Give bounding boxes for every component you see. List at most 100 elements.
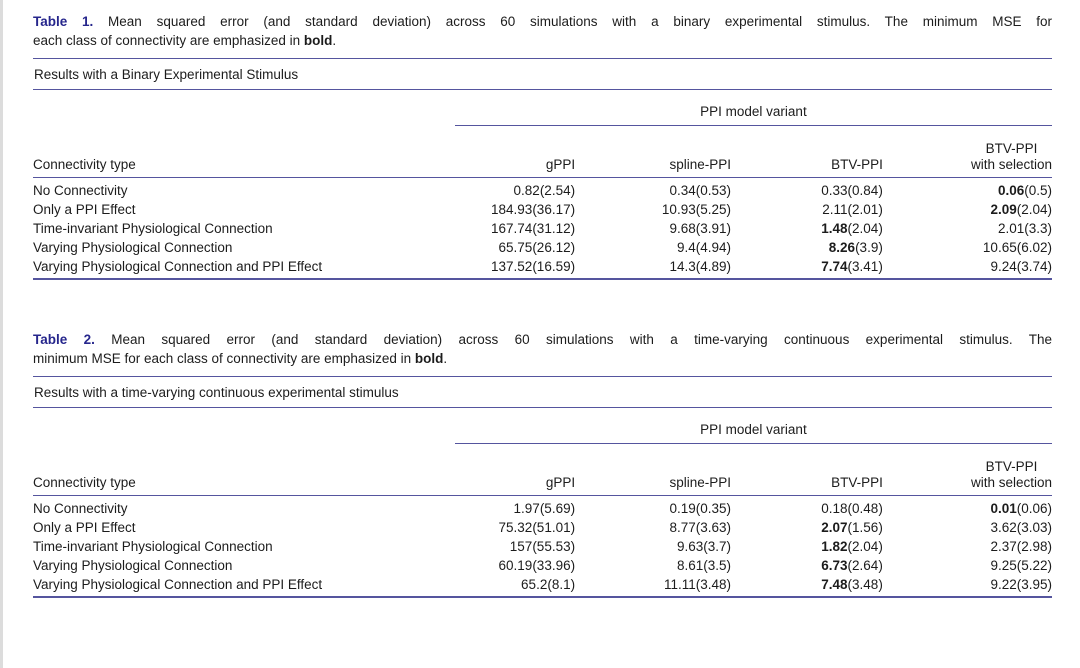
column-header-btv-ppi-with-selection: BTV-PPI with selection xyxy=(882,125,1052,178)
sd-value: (3.74) xyxy=(1016,259,1052,274)
sd-value: (33.96) xyxy=(532,558,576,573)
table-row: Varying Physiological Connection and PPI… xyxy=(33,257,1052,280)
column-header-spline-ppi: spline-PPI xyxy=(575,443,731,496)
sd-value: (3.48) xyxy=(847,577,883,592)
sd-value: (0.06) xyxy=(1016,501,1052,516)
mean-value: 2.11 xyxy=(822,202,848,217)
cell-value: 10.65(6.02) xyxy=(883,238,1052,257)
mean-value: 9.25 xyxy=(990,558,1017,573)
cell-value: 9.68(3.91) xyxy=(575,219,731,238)
mean-value: 9.4 xyxy=(676,240,696,255)
column-header-btv-ppi: BTV-PPI xyxy=(731,125,883,178)
cell-value: 0.01(0.06) xyxy=(883,496,1052,519)
sd-value: (3.48) xyxy=(695,577,731,592)
cell-value: 60.19(33.96) xyxy=(455,556,576,575)
mean-value: 7.48 xyxy=(821,577,848,592)
caption-period: . xyxy=(443,351,448,366)
cell-value: 11.11(3.48) xyxy=(575,575,731,598)
sd-value: (3.3) xyxy=(1024,221,1052,236)
mean-value: 6.73 xyxy=(821,558,848,573)
cell-value: 0.82(2.54) xyxy=(455,178,576,201)
table-1: PPI model variant Connectivity type gPPI… xyxy=(33,90,1052,280)
sd-value: (3.41) xyxy=(847,259,883,274)
column-header-row: Connectivity type gPPI spline-PPI BTV-PP… xyxy=(33,125,1052,178)
caption-line-1: Table 1. Mean squared error (and standar… xyxy=(33,12,1052,31)
caption-text: minimum MSE for each class of connectivi… xyxy=(33,351,415,366)
table-row: Varying Physiological Connection 65.75(26… xyxy=(33,238,1052,257)
cell-value: 2.09(2.04) xyxy=(883,200,1052,219)
mean-value: 9.22 xyxy=(990,577,1017,592)
mean-value: 0.18 xyxy=(821,501,848,516)
table-2-caption: Table 2. Mean squared error (and standar… xyxy=(33,330,1052,377)
table-row: No Connectivity 0.82(2.54) 0.34(0.53) 0.33(… xyxy=(33,178,1052,201)
spanner-header: PPI model variant xyxy=(454,408,1052,444)
sd-value: (31.12) xyxy=(532,221,576,236)
table-row: Varying Physiological Connection and PPI… xyxy=(33,575,1052,598)
table-1-body: No Connectivity 0.82(2.54) 0.34(0.53) 0.33(… xyxy=(33,178,1052,280)
row-label: Only a PPI Effect xyxy=(33,520,136,535)
cell-value: 9.63(3.7) xyxy=(575,537,731,556)
caption-period: . xyxy=(332,33,337,48)
column-header-spline-ppi: spline-PPI xyxy=(575,125,731,178)
sd-value: (5.22) xyxy=(1016,558,1052,573)
sd-value: (3.63) xyxy=(695,520,731,535)
cell-value: 14.3(4.89) xyxy=(575,257,731,280)
table-2-subtitle: Results with a time-varying continuous e… xyxy=(33,377,1052,408)
table-2-section: Table 2. Mean squared error (and standar… xyxy=(33,330,1052,598)
sd-value: (3.95) xyxy=(1016,577,1052,592)
mean-value: 0.33 xyxy=(821,183,848,198)
header-line: BTV-PPI xyxy=(985,459,1038,474)
row-label: Varying Physiological Connection and PPI… xyxy=(33,575,455,598)
table-row: No Connectivity 1.97(5.69) 0.19(0.35) 0.18(… xyxy=(33,496,1052,519)
mean-value: 8.61 xyxy=(676,558,704,573)
cell-value: 7.48(3.48) xyxy=(731,575,883,598)
cell-value: 0.19(0.35) xyxy=(575,496,731,519)
cell-value: 9.4(4.94) xyxy=(575,238,731,257)
table-1-label: Table 1. xyxy=(33,14,94,29)
mean-value: 167.74 xyxy=(491,221,533,236)
cell-value: 65.75(26.12) xyxy=(455,238,576,257)
table-row: Time-invariant Physiological Connection 1… xyxy=(33,537,1052,556)
caption-text: Mean squared error (and standard deviati… xyxy=(108,14,1052,29)
mean-value: 60.19 xyxy=(498,558,533,573)
mean-value: 10.65 xyxy=(982,240,1017,255)
cell-value: 3.62(3.03) xyxy=(883,518,1052,537)
sd-value: (4.89) xyxy=(695,259,731,274)
mean-value: 65.75 xyxy=(498,240,533,255)
sd-value: (55.53) xyxy=(532,539,576,554)
table-row: Time-invariant Physiological Connection 1… xyxy=(33,219,1052,238)
header-line: with selection xyxy=(970,475,1052,490)
table-row: Varying Physiological Connection 60.19(33… xyxy=(33,556,1052,575)
row-label: Varying Physiological Connection xyxy=(33,240,233,255)
caption-line-2: each class of connectivity are emphasize… xyxy=(33,31,1052,50)
sd-value: (2.54) xyxy=(539,183,576,198)
sd-value: (0.84) xyxy=(847,183,883,198)
column-header-row: Connectivity type gPPI spline-PPI BTV-PP… xyxy=(33,443,1052,496)
mean-value: 2.07 xyxy=(821,520,848,535)
caption-bold-word: bold xyxy=(303,33,333,48)
cell-value: 8.61(3.5) xyxy=(575,556,731,575)
table-1-caption: Table 1. Mean squared error (and standar… xyxy=(33,12,1052,59)
sd-value: (5.25) xyxy=(695,202,731,217)
mean-value: 8.26 xyxy=(828,240,856,255)
sd-value: (5.69) xyxy=(539,501,576,516)
mean-value: 1.82 xyxy=(821,539,848,554)
cell-value: 0.33(0.84) xyxy=(731,178,883,201)
cell-value: 2.01(3.3) xyxy=(883,219,1052,238)
column-header-btv-ppi-with-selection: BTV-PPI with selection xyxy=(882,443,1052,496)
column-header-connectivity-type: Connectivity type xyxy=(33,443,455,496)
sd-value: (8.1) xyxy=(547,577,576,592)
cell-value: 9.24(3.74) xyxy=(882,257,1052,280)
header-line: BTV-PPI xyxy=(985,141,1038,156)
table-2: PPI model variant Connectivity type gPPI… xyxy=(33,408,1052,598)
cell-value: 8.26(3.9) xyxy=(731,238,883,257)
sd-value: (0.53) xyxy=(695,183,731,198)
row-label: Only a PPI Effect xyxy=(33,202,136,217)
mean-value: 1.48 xyxy=(821,221,848,236)
mean-value: 0.34 xyxy=(669,183,696,198)
cell-value: 8.77(3.63) xyxy=(575,518,731,537)
mean-value: 184.93 xyxy=(491,202,533,217)
mean-value: 8.77 xyxy=(669,520,696,535)
column-header-gppi: gPPI xyxy=(454,125,576,178)
spanner-row: PPI model variant xyxy=(33,408,1052,444)
